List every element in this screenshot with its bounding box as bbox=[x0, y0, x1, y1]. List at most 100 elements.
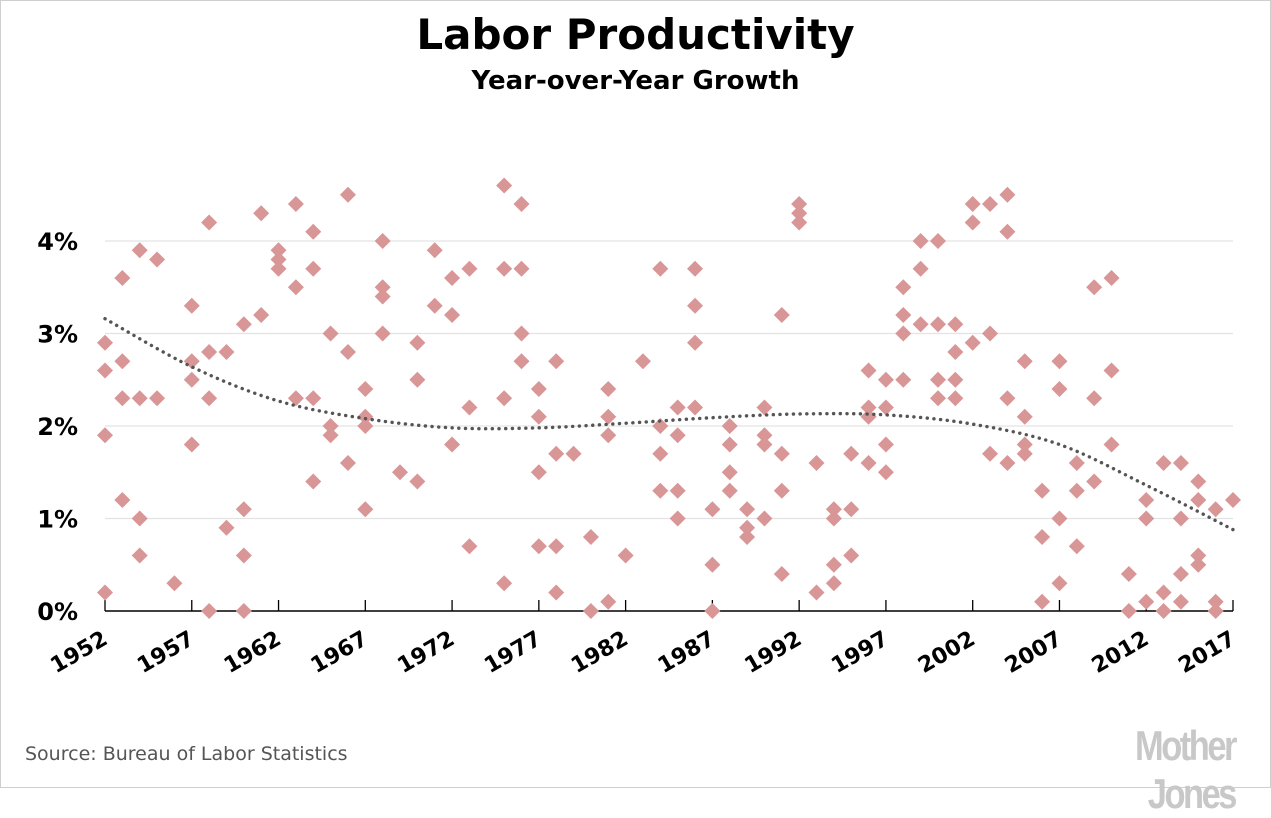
data-point bbox=[1172, 510, 1189, 527]
data-point bbox=[183, 436, 200, 453]
data-point bbox=[339, 186, 356, 203]
data-point bbox=[756, 399, 773, 416]
data-point bbox=[548, 584, 565, 601]
data-point bbox=[357, 418, 374, 434]
data-point bbox=[860, 408, 877, 425]
data-point bbox=[374, 233, 391, 249]
data-point bbox=[1138, 492, 1155, 508]
x-tick-label: 2017 bbox=[1174, 627, 1240, 679]
data-point bbox=[895, 307, 912, 323]
data-point bbox=[374, 325, 391, 342]
data-point bbox=[929, 233, 946, 249]
data-point bbox=[825, 556, 842, 573]
data-point bbox=[687, 399, 704, 416]
data-point bbox=[131, 510, 148, 527]
data-point bbox=[1016, 353, 1033, 370]
data-point bbox=[1190, 556, 1207, 573]
data-point bbox=[461, 399, 478, 416]
data-point bbox=[895, 371, 912, 388]
data-point bbox=[1155, 455, 1172, 471]
data-point bbox=[253, 307, 270, 323]
data-point bbox=[791, 205, 808, 222]
trend-line bbox=[103, 317, 1235, 532]
data-point bbox=[877, 399, 894, 416]
data-point bbox=[548, 353, 565, 370]
data-point bbox=[860, 399, 877, 416]
data-point bbox=[166, 575, 183, 592]
data-point bbox=[183, 371, 200, 388]
data-point bbox=[1068, 482, 1085, 499]
data-point bbox=[877, 371, 894, 388]
data-point bbox=[1086, 279, 1103, 296]
data-point bbox=[1207, 501, 1224, 518]
data-point bbox=[287, 390, 304, 407]
data-point bbox=[1103, 362, 1120, 379]
data-point bbox=[339, 344, 356, 360]
data-point bbox=[982, 445, 999, 462]
data-point bbox=[201, 603, 218, 619]
data-point bbox=[669, 482, 686, 499]
x-tick-label: 1952 bbox=[46, 627, 112, 679]
data-point bbox=[1051, 575, 1068, 592]
data-point bbox=[339, 455, 356, 471]
data-point bbox=[912, 316, 929, 333]
data-point bbox=[1172, 593, 1189, 610]
data-point bbox=[860, 455, 877, 471]
x-tick-label: 1982 bbox=[567, 627, 633, 679]
data-point bbox=[825, 510, 842, 527]
data-point bbox=[1034, 529, 1051, 545]
y-tick-label: 3% bbox=[37, 321, 78, 349]
data-point bbox=[721, 418, 738, 434]
data-point bbox=[1172, 455, 1189, 471]
data-point bbox=[773, 307, 790, 323]
trend-line-path bbox=[103, 317, 1235, 532]
data-point bbox=[270, 260, 287, 277]
data-point bbox=[652, 260, 669, 277]
x-tick-label: 1962 bbox=[220, 627, 286, 679]
data-point bbox=[287, 279, 304, 296]
data-point bbox=[322, 418, 339, 434]
data-point bbox=[496, 177, 513, 194]
data-point bbox=[513, 353, 530, 370]
data-point bbox=[669, 510, 686, 527]
data-point bbox=[895, 279, 912, 296]
x-tick-label: 1987 bbox=[654, 627, 720, 679]
data-point bbox=[235, 603, 252, 619]
data-point bbox=[530, 408, 547, 425]
data-point bbox=[999, 455, 1016, 471]
x-axis-labels: 1952 1957 1962 1967 1972 1977 1982 1987 1992 1997… bbox=[46, 627, 1240, 679]
data-point bbox=[600, 593, 617, 610]
data-point bbox=[669, 427, 686, 444]
data-point bbox=[513, 260, 530, 277]
data-point bbox=[1190, 492, 1207, 508]
data-point bbox=[964, 214, 981, 231]
data-point bbox=[652, 482, 669, 499]
data-point bbox=[1086, 390, 1103, 407]
data-point bbox=[374, 288, 391, 305]
data-point bbox=[305, 473, 322, 490]
data-point bbox=[201, 390, 218, 407]
data-point bbox=[825, 501, 842, 518]
data-point bbox=[131, 547, 148, 564]
data-point bbox=[600, 381, 617, 397]
x-tick-label: 1997 bbox=[827, 627, 893, 679]
data-point bbox=[895, 325, 912, 342]
y-tick-label: 2% bbox=[37, 413, 78, 441]
data-point bbox=[704, 603, 721, 619]
data-point bbox=[687, 297, 704, 314]
data-point bbox=[426, 242, 443, 259]
data-point bbox=[721, 436, 738, 453]
x-tick-label: 2002 bbox=[914, 627, 980, 679]
data-point bbox=[426, 297, 443, 314]
data-point bbox=[999, 390, 1016, 407]
data-point bbox=[947, 371, 964, 388]
data-point bbox=[270, 251, 287, 268]
data-point bbox=[392, 464, 409, 481]
data-point bbox=[1051, 381, 1068, 397]
data-point bbox=[617, 547, 634, 564]
data-point bbox=[235, 501, 252, 518]
x-tick-label: 2007 bbox=[1001, 627, 1067, 679]
data-point bbox=[1190, 473, 1207, 490]
mother-jones-logo: Mother Jones bbox=[1134, 722, 1238, 817]
data-points bbox=[97, 177, 1241, 619]
